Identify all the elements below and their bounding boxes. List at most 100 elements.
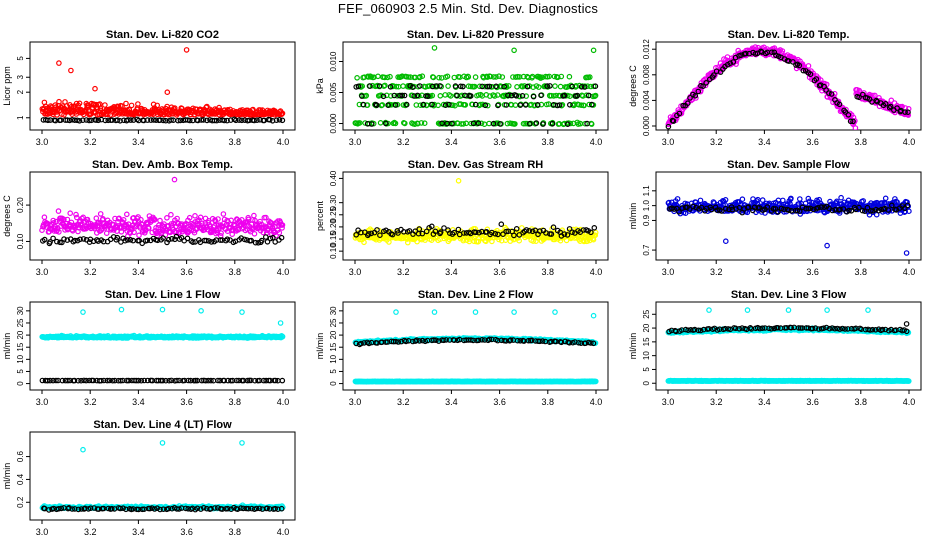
data-point bbox=[753, 198, 760, 204]
data-point bbox=[404, 239, 411, 246]
y-tick-label: 0.010 bbox=[329, 51, 338, 72]
data-point bbox=[513, 226, 520, 232]
data-point bbox=[836, 101, 843, 108]
plot-frame bbox=[342, 171, 609, 261]
data-point bbox=[112, 377, 118, 384]
data-point bbox=[258, 237, 265, 244]
data-point bbox=[700, 83, 706, 90]
data-point bbox=[493, 74, 499, 80]
data-point bbox=[377, 120, 384, 126]
x-tick-label: 3.0 bbox=[349, 267, 362, 277]
data-point bbox=[279, 225, 285, 231]
y-axis-label: ml/min bbox=[628, 203, 638, 230]
data-point bbox=[241, 236, 248, 243]
data-point bbox=[64, 216, 71, 223]
data-point bbox=[135, 101, 141, 107]
data-point bbox=[505, 92, 511, 99]
data-point bbox=[805, 195, 812, 202]
x-tick-label: 3.2 bbox=[397, 137, 410, 147]
y-tick-label: 0.25 bbox=[329, 206, 338, 222]
data-point bbox=[224, 117, 230, 124]
data-point bbox=[665, 123, 672, 130]
data-point bbox=[128, 102, 135, 109]
data-point bbox=[97, 105, 104, 112]
data-point bbox=[671, 206, 677, 212]
data-point bbox=[164, 215, 170, 221]
data-point bbox=[400, 83, 406, 89]
data-point bbox=[437, 83, 443, 89]
data-point bbox=[382, 120, 389, 127]
data-point bbox=[95, 117, 102, 124]
data-point bbox=[56, 98, 62, 105]
data-point bbox=[430, 337, 437, 343]
data-point bbox=[184, 235, 191, 242]
data-point bbox=[566, 73, 573, 80]
data-point bbox=[472, 101, 479, 108]
data-point bbox=[75, 377, 82, 384]
data-point bbox=[122, 237, 128, 244]
data-point bbox=[856, 94, 862, 101]
data-point bbox=[692, 93, 699, 99]
data-point bbox=[496, 73, 502, 80]
data-point bbox=[475, 337, 482, 344]
data-point bbox=[136, 237, 143, 244]
data-point bbox=[417, 74, 423, 80]
data-point bbox=[490, 120, 497, 127]
data-point bbox=[452, 83, 459, 89]
panel-title: Stan. Dev. Sample Flow bbox=[727, 159, 850, 171]
data-point bbox=[574, 92, 581, 99]
panel-title: Stan. Dev. Li-820 Temp. bbox=[728, 29, 850, 41]
data-point bbox=[420, 101, 427, 108]
data-point bbox=[61, 236, 67, 242]
data-point bbox=[575, 339, 582, 346]
data-point bbox=[424, 93, 431, 100]
data-point bbox=[277, 320, 284, 326]
data-point bbox=[197, 214, 204, 221]
data-point bbox=[77, 236, 83, 243]
data-point bbox=[440, 337, 447, 344]
data-point bbox=[439, 120, 445, 127]
data-point bbox=[462, 102, 469, 108]
data-point bbox=[548, 231, 555, 237]
data-point bbox=[86, 117, 93, 124]
data-point bbox=[416, 83, 423, 89]
data-point bbox=[528, 101, 535, 108]
data-point bbox=[124, 211, 130, 218]
panel-4: Stan. Dev. Amb. Box Temp.degrees C3.0 3.2… bbox=[2, 159, 296, 277]
x-tick-label: 3.0 bbox=[662, 267, 675, 277]
data-point bbox=[432, 228, 439, 235]
data-point bbox=[864, 204, 871, 211]
y-axis-label: ml/min bbox=[315, 333, 325, 360]
data-point bbox=[580, 93, 586, 99]
x-tick-label: 3.0 bbox=[349, 137, 362, 147]
x-tick-label: 4.0 bbox=[277, 397, 290, 407]
data-point bbox=[697, 197, 704, 204]
data-point bbox=[486, 120, 492, 127]
data-point bbox=[815, 205, 821, 211]
data-point bbox=[83, 117, 90, 123]
data-point bbox=[124, 237, 131, 243]
data-point bbox=[517, 102, 524, 108]
points-layer bbox=[39, 176, 286, 247]
plot-frame bbox=[29, 41, 296, 131]
data-point bbox=[684, 100, 691, 107]
data-point bbox=[67, 210, 74, 217]
data-point bbox=[219, 237, 226, 243]
data-point bbox=[79, 215, 85, 222]
data-point bbox=[552, 83, 558, 89]
data-point bbox=[136, 232, 142, 239]
data-point bbox=[536, 338, 543, 345]
data-point bbox=[270, 234, 276, 241]
data-point bbox=[114, 117, 121, 123]
data-point bbox=[800, 67, 807, 74]
x-tick-label: 3.2 bbox=[397, 267, 410, 277]
data-point bbox=[687, 95, 693, 101]
data-point bbox=[443, 337, 449, 343]
data-point bbox=[514, 84, 520, 90]
data-point bbox=[233, 377, 240, 384]
data-point bbox=[208, 377, 214, 384]
data-point bbox=[251, 117, 258, 124]
data-point bbox=[393, 83, 400, 90]
data-point bbox=[367, 83, 373, 89]
